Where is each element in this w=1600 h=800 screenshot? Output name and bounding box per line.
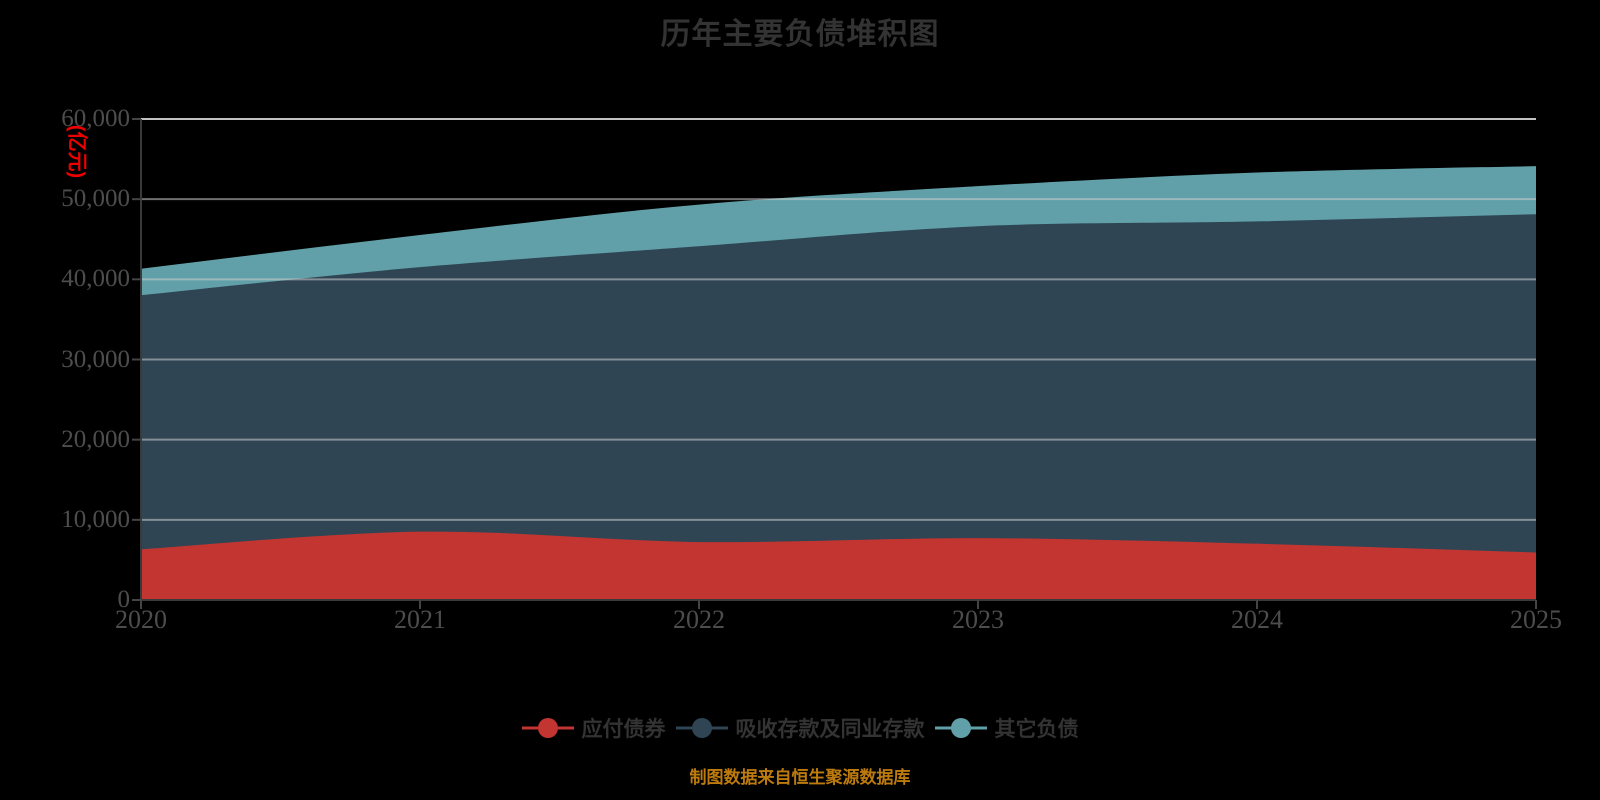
series-line-1 — [140, 214, 1537, 298]
data-source-note: 制图数据来自恒生聚源数据库 — [689, 768, 911, 787]
legend: 应付债券 吸收存款及同业存款 其它负债 — [0, 713, 1600, 743]
y-tick-label: 10,000 — [61, 505, 130, 533]
y-tick-label: 30,000 — [61, 345, 130, 373]
series-line-0 — [140, 531, 1537, 555]
x-tick-label: 2023 — [952, 605, 1004, 634]
x-tick-label: 2020 — [115, 605, 167, 634]
y-tick-label: 50,000 — [61, 185, 130, 213]
legend-item-1[interactable]: 吸收存款及同业存款 — [675, 713, 925, 743]
x-tick-label: 2024 — [1231, 605, 1283, 634]
chart-title: 历年主要负债堆积图 — [660, 18, 940, 51]
legend-item-0[interactable]: 应付债券 — [521, 713, 666, 743]
y-tick-label: 0 — [117, 586, 131, 613]
x-tick-label: 2021 — [394, 605, 446, 634]
legend-label: 其它负债 — [994, 718, 1079, 741]
y-tick-label: 20,000 — [61, 425, 130, 453]
series-area-0 — [141, 532, 1536, 600]
series-area-1 — [141, 215, 1536, 600]
legend-item-2[interactable]: 其它负债 — [934, 713, 1079, 743]
line-circle-icon — [934, 718, 987, 738]
series-line-2 — [140, 166, 1537, 271]
line-circle-icon — [521, 718, 574, 738]
x-tick-label: 2022 — [673, 605, 725, 634]
y-tick-label: 60,000 — [61, 105, 130, 132]
legend-label: 吸收存款及同业存款 — [735, 718, 925, 741]
line-circle-icon — [675, 718, 728, 738]
legend-label: 应付债券 — [581, 718, 666, 741]
x-tick-label: 2025 — [1510, 605, 1562, 634]
y-tick-label: 40,000 — [61, 265, 130, 293]
